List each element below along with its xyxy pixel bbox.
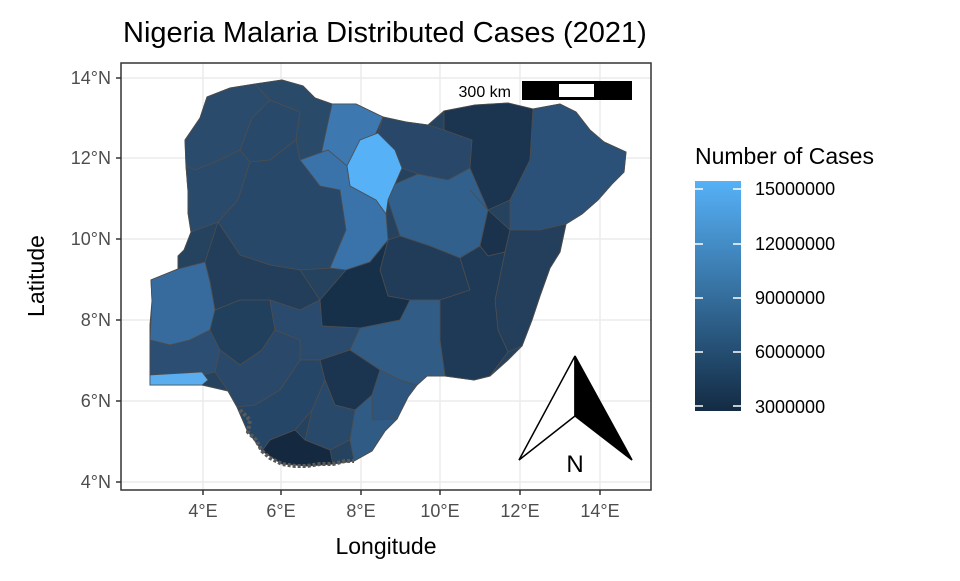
- y-axis-title: Latitude: [23, 235, 49, 317]
- y-tick-label: 14°N: [71, 68, 111, 88]
- legend-tick-label: 15000000: [755, 179, 835, 199]
- x-tick-label: 8°E: [346, 501, 375, 521]
- legend-tick-label: 9000000: [755, 288, 825, 308]
- y-tick-label: 8°N: [81, 310, 111, 330]
- north-arrow-label: N: [566, 451, 583, 478]
- legend-tick-label: 3000000: [755, 397, 825, 417]
- north-arrow-icon: N: [518, 355, 633, 478]
- x-tick-label: 4°E: [188, 501, 217, 521]
- state-region: [149, 371, 209, 386]
- legend-tick-label: 12000000: [755, 234, 835, 254]
- legend-title: Number of Cases: [695, 143, 874, 169]
- coastline-detail: [238, 408, 354, 468]
- state-regions: [149, 79, 627, 467]
- state-region: [509, 103, 627, 231]
- y-axis: 14°N 12°N 10°N 8°N 6°N 4°N Latitude: [23, 68, 121, 492]
- legend: Number of Cases 15000000 12000000 900000…: [695, 143, 874, 417]
- scale-bar-label: 300 km: [459, 84, 511, 101]
- legend-tick-label: 6000000: [755, 342, 825, 362]
- state-region: [236, 359, 326, 452]
- map-title: Nigeria Malaria Distributed Cases (2021): [123, 17, 647, 49]
- y-tick-label: 12°N: [71, 148, 111, 168]
- y-tick-label: 6°N: [81, 391, 111, 411]
- plot-panel: 300 km N: [120, 62, 652, 491]
- x-axis: 4°E 6°E 8°E 10°E 12°E 14°E Longitude: [188, 490, 620, 559]
- y-tick-label: 10°N: [71, 229, 111, 249]
- state-region: [349, 394, 399, 462]
- legend-colorbar: [695, 181, 741, 411]
- panel-border: [120, 62, 652, 491]
- x-tick-label: 12°E: [500, 501, 539, 521]
- x-tick-label: 6°E: [266, 501, 295, 521]
- x-axis-title: Longitude: [335, 533, 436, 559]
- x-tick-label: 14°E: [580, 501, 619, 521]
- scale-bar-segment: [559, 84, 594, 97]
- scale-bar: 300 km: [459, 81, 632, 101]
- y-tick-label: 4°N: [81, 472, 111, 492]
- x-tick-label: 10°E: [420, 501, 459, 521]
